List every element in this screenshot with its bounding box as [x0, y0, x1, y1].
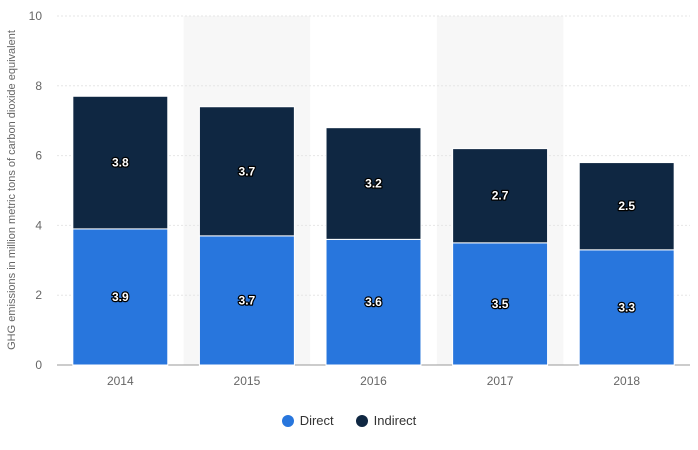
data-label-direct-2018: 3.3 — [618, 300, 635, 314]
bar-direct-2017[interactable] — [452, 242, 549, 366]
legend: Direct Indirect — [0, 413, 698, 428]
x-tick-2016: 2016 — [360, 374, 387, 388]
data-label-direct-2015: 3.7 — [239, 293, 256, 307]
y-tick-10: 10 — [29, 9, 43, 23]
bar-indirect-2015[interactable] — [198, 106, 295, 237]
legend-label-direct: Direct — [299, 413, 334, 428]
legend-marker-direct — [281, 414, 294, 427]
bar-indirect-2014[interactable] — [72, 95, 169, 230]
x-tick-2015: 2015 — [234, 374, 261, 388]
y-tick-6: 6 — [35, 149, 42, 163]
y-tick-2: 2 — [35, 288, 42, 302]
bar-direct-2016[interactable] — [325, 238, 422, 366]
data-label-indirect-2018: 2.5 — [618, 199, 635, 213]
y-axis-label: GHG emissions in million metric tons of … — [6, 30, 18, 350]
x-axis-ticks: 2014 2015 2016 2017 2018 — [107, 374, 640, 388]
legend-label-indirect: Indirect — [373, 413, 417, 428]
y-tick-0: 0 — [35, 358, 42, 372]
data-labels: 3.9 3.8 3.7 3.7 3.6 3.2 3.5 2.7 3.3 2.5 — [111, 154, 637, 315]
data-label-indirect-2014: 3.8 — [112, 156, 129, 170]
legend-marker-indirect — [355, 414, 368, 427]
bar-indirect-2018[interactable] — [578, 162, 675, 251]
y-axis-ticks: 0 2 4 6 8 10 — [29, 9, 43, 372]
data-label-direct-2017: 3.5 — [492, 297, 509, 311]
data-label-indirect-2015: 3.7 — [239, 164, 256, 178]
x-tick-2018: 2018 — [613, 374, 640, 388]
bars — [72, 95, 675, 366]
data-label-indirect-2016: 3.2 — [365, 177, 382, 191]
x-tick-2017: 2017 — [487, 374, 514, 388]
bar-indirect-2016[interactable] — [325, 127, 422, 240]
bar-direct-2018[interactable] — [578, 249, 675, 366]
legend-item-indirect[interactable]: Indirect — [355, 413, 417, 428]
x-tick-2014: 2014 — [107, 374, 134, 388]
data-label-direct-2014: 3.9 — [112, 290, 129, 304]
bar-indirect-2017[interactable] — [452, 148, 549, 244]
data-label-direct-2016: 3.6 — [365, 295, 382, 309]
y-tick-4: 4 — [35, 218, 42, 232]
y-tick-8: 8 — [35, 79, 42, 93]
bar-direct-2014[interactable] — [72, 228, 169, 366]
legend-item-direct[interactable]: Direct — [281, 413, 334, 428]
data-label-indirect-2017: 2.7 — [492, 189, 509, 203]
